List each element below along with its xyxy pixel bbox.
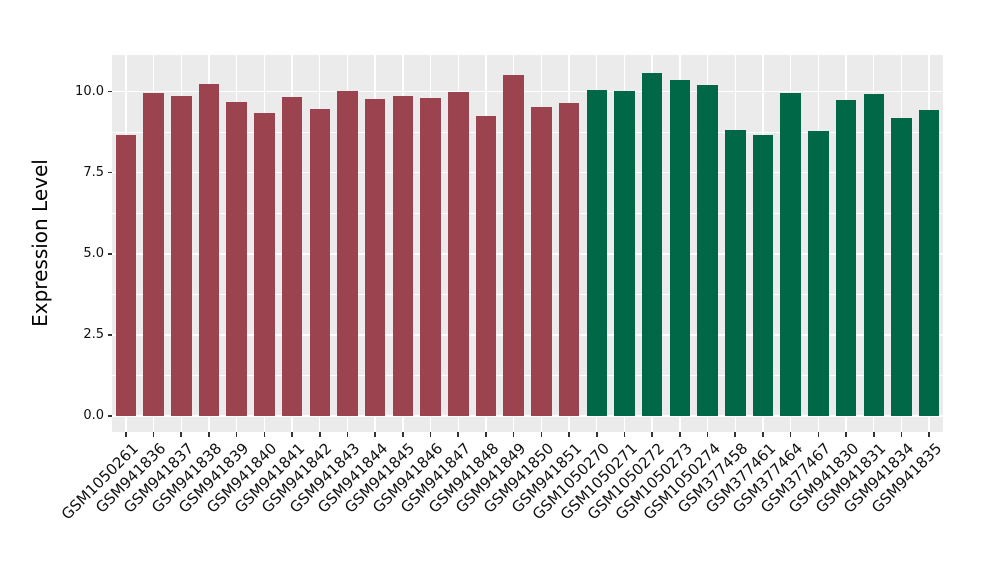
bar-GSM941838 <box>198 84 220 416</box>
bar-GSM941831 <box>863 93 884 416</box>
x-tick-mark <box>291 432 293 437</box>
bar-GSM941846 <box>420 97 441 416</box>
gridline-minor <box>112 212 943 214</box>
y-tick-label: 10.0 <box>75 83 104 99</box>
gridline-major <box>112 253 943 255</box>
y-tick-label: 0.0 <box>83 408 104 423</box>
y-tick-mark <box>107 171 112 174</box>
bar-GSM377464 <box>780 92 801 416</box>
x-tick-mark <box>651 432 653 437</box>
x-tick-mark <box>180 432 183 437</box>
x-tick-mark <box>208 432 210 437</box>
bar-GSM941845 <box>392 95 414 416</box>
x-tick-mark <box>125 432 127 437</box>
bar-GSM1050270 <box>586 89 607 416</box>
x-tick-mark <box>346 432 349 437</box>
bar-GSM941842 <box>309 109 330 416</box>
x-tick-mark <box>457 432 460 437</box>
y-tick-label: 5.0 <box>83 245 104 261</box>
bar-GSM941839 <box>226 101 247 416</box>
x-tick-mark <box>485 432 487 437</box>
bar-GSM1050273 <box>669 79 691 416</box>
bar-GSM941836 <box>143 92 164 416</box>
bar-GSM1050274 <box>697 85 718 416</box>
y-tick-mark <box>107 252 112 255</box>
bar-GSM1050272 <box>641 73 663 416</box>
gridline-major <box>112 334 943 336</box>
x-tick-mark <box>540 432 543 437</box>
bar-GSM941837 <box>171 96 192 416</box>
bar-GSM941840 <box>254 112 275 416</box>
gridline-minor <box>112 375 943 376</box>
bar-GSM941843 <box>337 90 358 416</box>
x-tick-mark <box>402 432 404 437</box>
bar-GSM1050271 <box>614 90 635 416</box>
y-tick-label: 2.5 <box>83 326 104 342</box>
bar-GSM941847 <box>448 91 469 416</box>
x-tick-mark <box>845 432 847 437</box>
plot-panel <box>112 55 943 432</box>
bar-GSM941834 <box>891 118 912 416</box>
x-tick-mark <box>679 432 681 437</box>
gridline-minor <box>112 131 943 133</box>
y-tick-mark <box>107 415 112 417</box>
y-tick-label: 7.5 <box>83 164 104 180</box>
gridline-major <box>112 415 943 417</box>
gridline-major <box>112 171 943 174</box>
bar-GSM941841 <box>281 96 303 416</box>
x-tick-mark <box>928 432 930 437</box>
x-tick-mark <box>817 432 820 437</box>
bar-GSM941844 <box>364 98 386 416</box>
bar-GSM941848 <box>475 115 497 416</box>
y-axis-title: Expression Level <box>28 159 52 327</box>
x-tick-mark <box>318 432 321 437</box>
x-tick-mark <box>595 432 598 437</box>
bar-GSM377461 <box>752 134 774 416</box>
bar-GSM941851 <box>558 102 580 416</box>
x-tick-mark <box>789 432 792 437</box>
x-tick-mark <box>734 432 737 437</box>
bar-GSM941830 <box>835 99 857 416</box>
bar-GSM377467 <box>808 130 829 416</box>
x-tick-mark <box>900 432 903 437</box>
x-tick-mark <box>235 432 238 437</box>
x-tick-mark <box>762 432 764 437</box>
y-tick-mark <box>107 334 112 336</box>
x-tick-mark <box>429 432 432 437</box>
bar-GSM377458 <box>725 130 746 416</box>
x-tick-mark <box>568 432 570 437</box>
bar-GSM1050261 <box>115 135 137 416</box>
y-tick-mark <box>107 90 112 93</box>
bar-GSM941849 <box>503 74 524 416</box>
x-tick-mark <box>872 432 875 437</box>
gridline-major <box>112 90 943 93</box>
bar-GSM941850 <box>531 107 552 416</box>
x-tick-mark <box>512 432 515 437</box>
x-tick-mark <box>623 432 626 437</box>
x-tick-mark <box>152 432 155 437</box>
bar-GSM941835 <box>918 109 940 416</box>
gridline-minor <box>112 293 943 295</box>
x-tick-mark <box>374 432 376 437</box>
x-tick-mark <box>263 432 266 437</box>
x-tick-mark <box>706 432 709 437</box>
